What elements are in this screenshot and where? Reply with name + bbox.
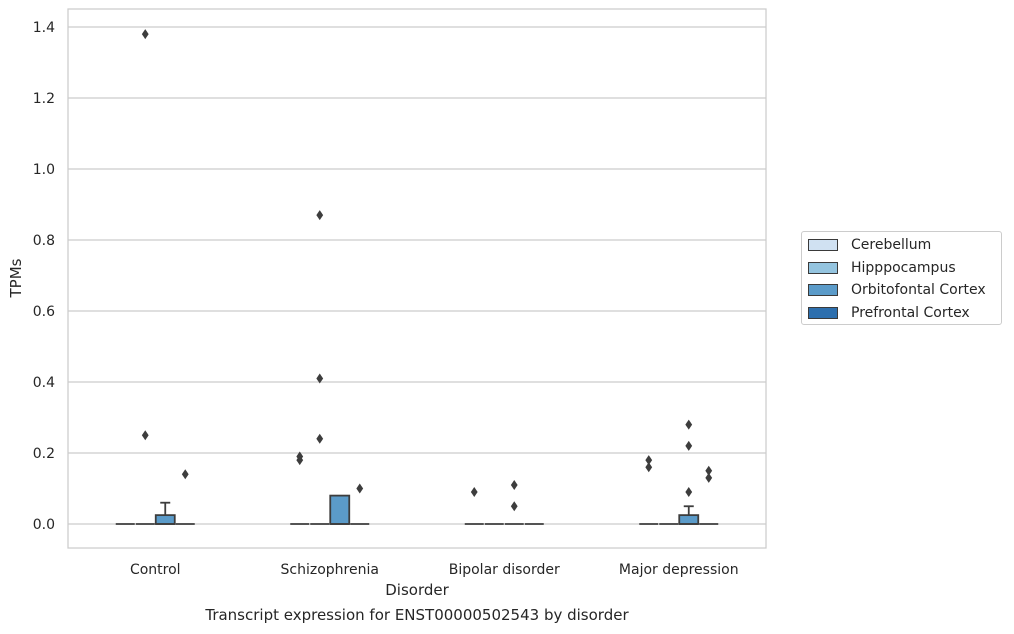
legend-item-prefrontal-cortex: Prefrontal Cortex bbox=[808, 304, 970, 322]
y-tick-label: 1.0 bbox=[33, 162, 55, 178]
outlier-point bbox=[510, 501, 518, 512]
outlier-point bbox=[685, 440, 693, 451]
x-tick-label: Schizophrenia bbox=[281, 562, 379, 578]
x-axis-label: Disorder bbox=[385, 581, 449, 599]
outlier-point bbox=[510, 479, 518, 490]
legend-swatch bbox=[808, 307, 838, 319]
box-orbitofontal-cortex bbox=[678, 505, 700, 525]
plot-frame bbox=[67, 8, 767, 549]
y-tick-labels: 0.0 0.2 0.4 0.6 0.8 1.0 1.2 1.4 bbox=[33, 20, 55, 533]
legend-label: Prefrontal Cortex bbox=[851, 305, 970, 321]
outlier-point bbox=[316, 210, 324, 221]
legend: Cerebellum Hipppocampus Orbitofontal Cor… bbox=[801, 231, 1002, 325]
outlier-point bbox=[316, 433, 324, 444]
outlier-point bbox=[470, 487, 478, 498]
outlier-point bbox=[141, 29, 149, 40]
box-iqr bbox=[154, 514, 176, 525]
y-tick-label: 0.2 bbox=[33, 446, 55, 462]
legend-item-cerebellum: Cerebellum bbox=[808, 236, 931, 254]
y-tick-label: 0.4 bbox=[33, 375, 55, 391]
box-iqr bbox=[329, 494, 351, 525]
y-tick-label: 0.6 bbox=[33, 304, 55, 320]
outlier-point bbox=[705, 472, 713, 483]
outlier-point bbox=[705, 465, 713, 476]
box-orbitofontal-cortex bbox=[154, 501, 176, 525]
y-axis-label: TPMs bbox=[7, 258, 25, 298]
boxes bbox=[115, 494, 719, 525]
x-tick-label: Major depression bbox=[619, 562, 739, 578]
legend-swatch bbox=[808, 262, 838, 274]
legend-item-hippocampus: Hipppocampus bbox=[808, 259, 956, 277]
x-tick-label: Control bbox=[130, 562, 181, 578]
legend-swatch bbox=[808, 284, 838, 296]
y-tick-label: 0.8 bbox=[33, 233, 55, 249]
legend-label: Cerebellum bbox=[851, 237, 932, 253]
x-tick-labels: Control Schizophrenia Bipolar disorder Majo… bbox=[130, 562, 739, 578]
legend-label: Hipppocampus bbox=[851, 260, 956, 276]
legend-label: Orbitofontal Cortex bbox=[851, 282, 986, 298]
x-tick-label: Bipolar disorder bbox=[449, 562, 560, 578]
y-tick-label: 1.2 bbox=[33, 91, 55, 107]
outlier-point bbox=[356, 483, 364, 494]
outlier-point bbox=[685, 487, 693, 498]
outlier-point bbox=[685, 419, 693, 430]
outliers bbox=[141, 29, 713, 512]
outlier-point bbox=[296, 451, 304, 462]
legend-item-orbitofrontal-cortex: Orbitofontal Cortex bbox=[808, 281, 986, 299]
outlier-point bbox=[181, 469, 189, 480]
box-iqr bbox=[678, 514, 700, 525]
legend-swatch bbox=[808, 239, 838, 251]
y-tick-label: 1.4 bbox=[33, 20, 55, 36]
y-tick-label: 0.0 bbox=[33, 517, 55, 533]
box-orbitofontal-cortex bbox=[329, 494, 351, 525]
outlier-point bbox=[645, 455, 653, 466]
chart-caption: Transcript expression for ENST0000050254… bbox=[205, 606, 629, 624]
outlier-point bbox=[141, 430, 149, 441]
grid-lines bbox=[68, 26, 766, 525]
outlier-point bbox=[645, 462, 653, 473]
outlier-point bbox=[316, 373, 324, 384]
